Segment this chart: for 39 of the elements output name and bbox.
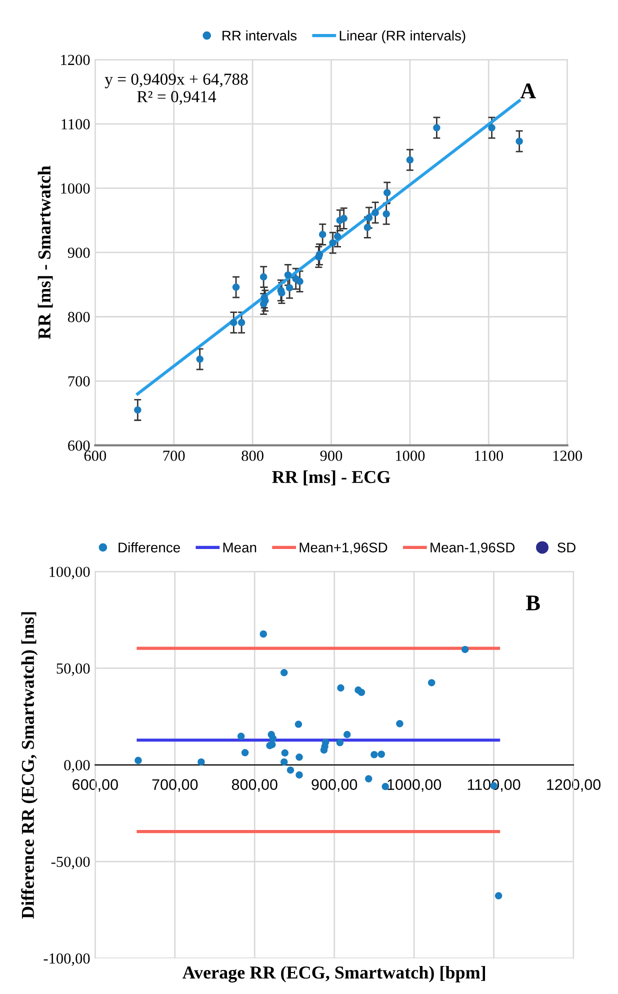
x-tick-label: 1100	[474, 450, 504, 461]
x-tick-label: 800,00	[232, 779, 278, 792]
x-tick-label: 1200,00	[547, 779, 601, 792]
x-tick-label: 600,00	[72, 779, 118, 792]
y-tick-label: 600	[68, 440, 90, 451]
x-tick-label: 1000,00	[388, 779, 442, 792]
x-tick-label: 700,00	[152, 779, 198, 792]
legend-label: Difference	[118, 542, 180, 552]
y-tick-label: 100,00	[50, 566, 90, 580]
y-tick-label: 700	[68, 376, 90, 386]
y-tick-label: 800	[68, 312, 90, 322]
y-tick-label: 1200	[61, 54, 90, 66]
y-tick-label: 1000	[61, 183, 90, 194]
legend-label: Mean	[223, 542, 256, 552]
x-tick-label: 900	[320, 450, 342, 461]
x-tick-label: 600	[84, 450, 106, 461]
y-axis-title: Difference RR (ECG, Smartwatch) [ms]	[21, 612, 38, 919]
y-tick-label: -100,00	[44, 953, 90, 966]
legend-label: Mean-1,96SD	[430, 542, 515, 554]
legend-label: SD	[557, 542, 576, 552]
annotation: y = 0,9409x + 64,788 R² = 0,9414	[104, 74, 248, 105]
y-tick-label: 1100	[62, 119, 90, 130]
x-axis-title: Average RR (ECG, Smartwatch) [bpm]	[182, 966, 486, 982]
y-tick-label: 50,00	[56, 663, 90, 676]
x-tick-label: 800	[242, 450, 264, 461]
y-tick-label: 900	[68, 248, 90, 258]
x-tick-label: 1200	[553, 450, 582, 461]
annotation: B	[526, 596, 540, 610]
legend-label: RR intervals	[222, 30, 297, 41]
annotation: A	[520, 84, 536, 98]
y-axis-title: RR [ms] - Smartwatch	[38, 166, 53, 340]
y-tick-label: 0,00	[64, 760, 90, 773]
y-tick-label: -50,00	[51, 856, 90, 870]
legend-label: Linear (RR intervals)	[340, 30, 466, 44]
x-tick-label: 900,00	[312, 779, 358, 792]
x-axis-title: RR [ms] - ECG	[272, 470, 390, 486]
x-tick-label: 700	[163, 450, 185, 461]
x-tick-label: 1000	[396, 450, 425, 461]
legend-label: Mean+1,96SD	[300, 542, 388, 554]
